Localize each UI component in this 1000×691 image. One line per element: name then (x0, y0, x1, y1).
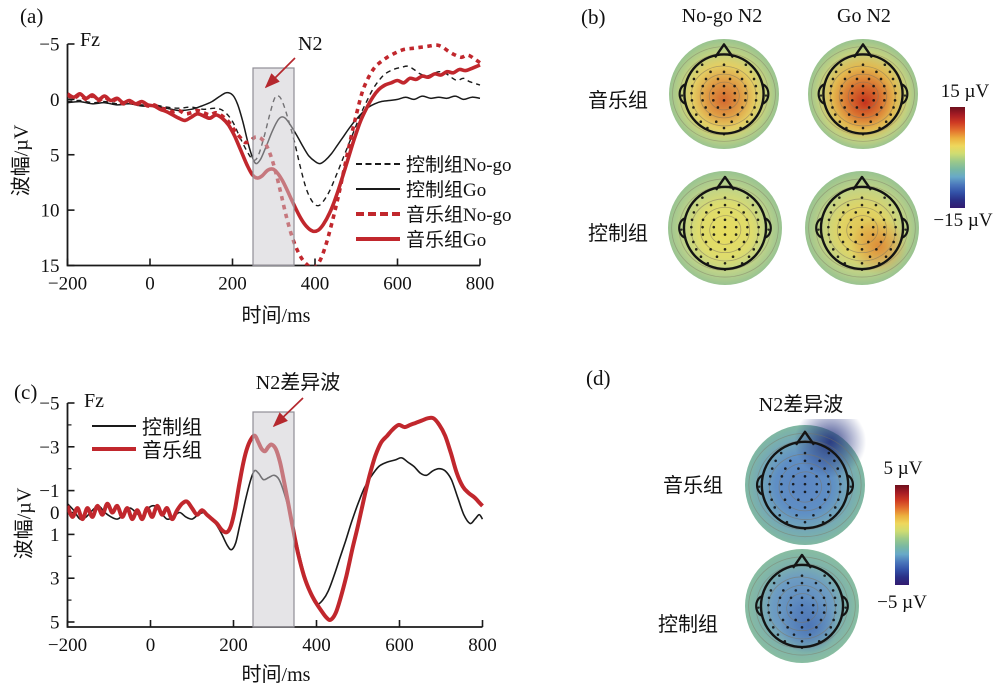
topomap-diff-control (739, 543, 865, 669)
panel-c-letter: (c) (14, 380, 38, 404)
topomap-music-nogo (663, 33, 785, 155)
svg-text:200: 200 (218, 274, 247, 295)
legend-line-sample-control (92, 424, 136, 427)
panel-a-site-label: Fz (80, 29, 100, 51)
panel-d-letter: (d) (586, 366, 611, 390)
topomap-control-nogo (662, 165, 788, 291)
panel-b-letter: (b) (581, 5, 606, 29)
legend-item: 控制组No-go (356, 151, 512, 176)
panel-a-letter: (a) (20, 4, 44, 28)
svg-text:1: 1 (50, 525, 60, 546)
svg-text:−1: −1 (39, 481, 59, 502)
legend-item: 音乐组No-go (356, 201, 512, 226)
legend-label: 控制组 (142, 417, 202, 439)
legend-item: 控制组Go (356, 176, 512, 201)
legend-label: 控制组No-go (406, 155, 512, 176)
panel-c-legend: 控制组 音乐组 (92, 414, 202, 462)
svg-text:400: 400 (302, 635, 331, 656)
legend-label: 音乐组Go (406, 230, 487, 251)
svg-text:−200: −200 (48, 274, 87, 295)
panel-d-title: N2差异波 (758, 394, 844, 416)
legend-line-sample-music (92, 446, 136, 451)
svg-text:0: 0 (50, 503, 60, 524)
svg-text:−3: −3 (39, 437, 59, 458)
colorbar-d-max-label: 5 µV (883, 458, 923, 479)
svg-text:0: 0 (145, 274, 155, 295)
panel-c-x-axis-title: 时间/ms (241, 664, 311, 686)
legend-label: 音乐组 (142, 440, 202, 462)
colorbar-d (895, 485, 909, 585)
legend-item: 控制组 (92, 414, 202, 439)
legend-line-sample-music-go (356, 236, 400, 241)
svg-text:−5: −5 (39, 394, 59, 415)
legend-line-sample-control-nogo (356, 162, 400, 165)
svg-text:15: 15 (41, 256, 60, 277)
panel-b-row-label-music: 音乐组 (588, 90, 648, 112)
topomap-diff-music (739, 419, 871, 551)
svg-text:−5: −5 (39, 35, 59, 56)
panel-a-n2-annotation: N2 (298, 33, 323, 55)
svg-text:800: 800 (466, 274, 495, 295)
panel-c-site-label: Fz (84, 390, 104, 412)
colorbar-b-min-label: −15 µV (933, 210, 993, 231)
legend-line-sample-control-go (356, 187, 400, 190)
panel-c-y-axis-title: 波幅/µV (13, 487, 36, 560)
panel-a-x-axis-title: 时间/ms (241, 305, 311, 327)
svg-text:400: 400 (301, 274, 330, 295)
panel-a-y-axis-title: 波幅/µV (10, 124, 33, 197)
svg-text:5: 5 (50, 145, 60, 166)
topomap-control-go (799, 165, 925, 291)
svg-text:5: 5 (50, 613, 60, 634)
svg-text:600: 600 (385, 635, 414, 656)
colorbar-b (950, 107, 965, 208)
svg-text:−200: −200 (48, 635, 87, 656)
svg-text:0: 0 (146, 635, 156, 656)
svg-text:600: 600 (383, 274, 412, 295)
svg-text:0: 0 (50, 90, 60, 111)
svg-text:800: 800 (468, 635, 497, 656)
svg-text:200: 200 (219, 635, 248, 656)
panel-d-row-label-control: 控制组 (658, 614, 718, 636)
legend-label: 音乐组No-go (406, 205, 512, 226)
panel-b-col-title-nogo: No-go N2 (681, 5, 763, 27)
panel-c-n2diff-annotation: N2差异波 (255, 372, 341, 394)
colorbar-d-min-label: −5 µV (877, 592, 927, 613)
legend-line-sample-music-nogo (356, 211, 400, 216)
panel-b-row-label-control: 控制组 (588, 223, 648, 245)
panel-d-row-label-music: 音乐组 (663, 475, 723, 497)
panel-b-col-title-go: Go N2 (837, 5, 891, 27)
legend-item: 音乐组 (92, 437, 202, 462)
legend-label: 控制组Go (406, 180, 487, 201)
legend-item: 音乐组Go (356, 226, 512, 251)
colorbar-b-max-label: 15 µV (940, 81, 990, 102)
svg-text:10: 10 (41, 201, 60, 222)
panel-a-legend: 控制组No-go 控制组Go 音乐组No-go 音乐组Go (356, 151, 512, 251)
topomap-music-go (802, 33, 924, 155)
svg-text:3: 3 (50, 569, 60, 590)
